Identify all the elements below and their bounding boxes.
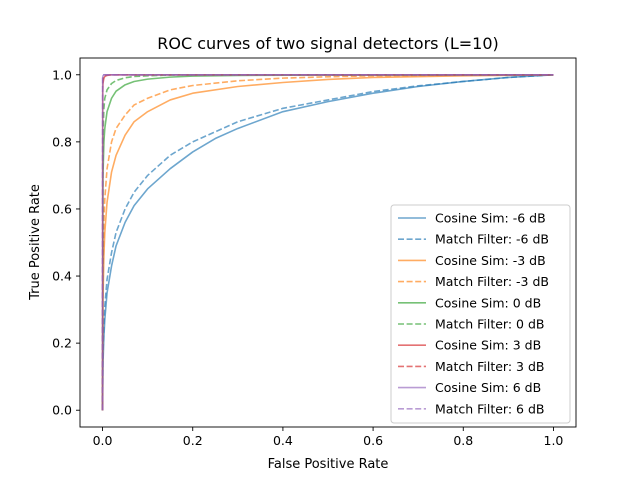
legend-label-10: Match Filter: 6 dB <box>435 401 544 416</box>
series-lines <box>101 73 554 411</box>
y-tick-label: 0.4 <box>52 269 72 284</box>
series-line-3 <box>101 73 554 411</box>
x-tick-label: 0.8 <box>453 433 473 448</box>
x-axis-label: False Positive Rate <box>268 457 389 472</box>
series-line-4 <box>101 73 554 411</box>
y-axis-label: True Positive Rate <box>28 184 43 301</box>
y-tick-label: 0.0 <box>52 403 72 418</box>
legend-label-8: Match Filter: 3 dB <box>435 359 544 374</box>
legend-label-4: Match Filter: -3 dB <box>435 274 549 289</box>
series-line-10 <box>101 73 554 411</box>
legend-label-5: Cosine Sim: 0 dB <box>435 295 541 310</box>
y-tick-label: 0.8 <box>52 134 72 149</box>
chart-title: ROC curves of two signal detectors (L=10… <box>157 34 499 53</box>
legend-label-9: Cosine Sim: 6 dB <box>435 380 541 395</box>
x-tick-label: 0.0 <box>93 433 113 448</box>
legend-label-3: Cosine Sim: -3 dB <box>435 253 546 268</box>
axis-ticks: 0.0 0.2 0.4 0.6 0.8 1.0 0.0 0.2 0.4 0.6 0.8 1.0 <box>52 67 563 448</box>
series-line-1 <box>101 73 554 411</box>
x-tick-label: 0.2 <box>183 433 203 448</box>
x-tick-label: 0.6 <box>363 433 383 448</box>
legend-label-6: Match Filter: 0 dB <box>435 317 544 332</box>
y-tick-label: 1.0 <box>52 67 72 82</box>
series-line-5 <box>101 73 554 411</box>
legend-label-2: Match Filter: -6 dB <box>435 232 549 247</box>
legend: Cosine Sim: -6 dB Match Filter: -6 dB Cosi… <box>390 204 571 424</box>
legend-label-7: Cosine Sim: 3 dB <box>435 338 541 353</box>
plot-area <box>79 57 577 428</box>
series-line-2 <box>101 73 554 411</box>
y-tick-label: 0.6 <box>52 201 72 216</box>
legend-box <box>390 204 571 424</box>
x-tick-label: 0.4 <box>273 433 293 448</box>
legend-label-1: Cosine Sim: -6 dB <box>435 211 546 226</box>
x-tick-label: 1.0 <box>544 433 564 448</box>
y-tick-label: 0.2 <box>52 336 72 351</box>
axes-frame <box>79 57 577 428</box>
